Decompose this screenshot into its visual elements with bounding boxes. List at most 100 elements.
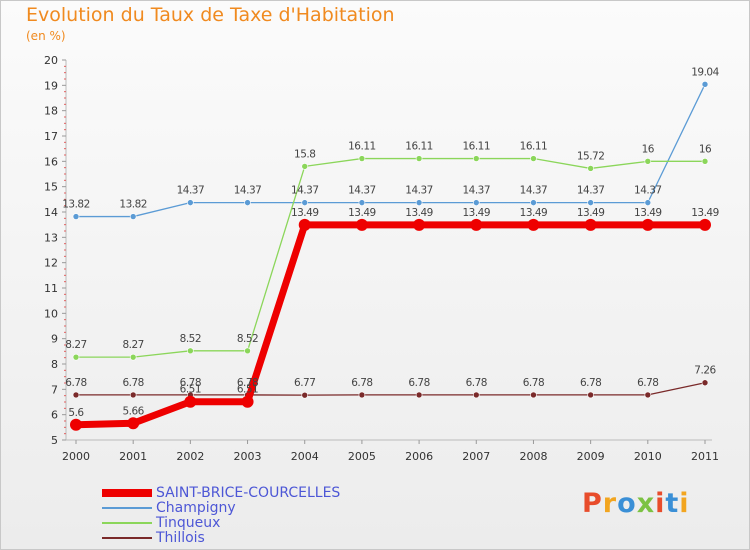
data-label: 14.37 [634,185,662,197]
x-tick-label: 2003 [234,450,262,463]
data-point [472,199,480,206]
x-tick-label: 2001 [119,450,147,463]
data-point [301,163,309,170]
y-tick-label: 17 [44,130,58,143]
data-label: 15.72 [577,150,605,162]
legend-label: Thillois [156,529,205,546]
data-label: 8.52 [180,333,201,345]
data-point [587,391,594,399]
logo-letter: P [582,488,603,519]
y-tick-label: 15 [44,181,58,194]
data-label: 16 [642,143,655,155]
data-label: 16 [699,143,712,155]
x-tick-label: 2009 [577,450,605,463]
data-label: 14.37 [348,185,376,197]
data-label: 6.78 [180,377,201,389]
y-tick-label: 7 [51,383,58,396]
data-point [298,218,311,231]
data-label: 6.78 [637,377,658,389]
data-label: 13.49 [634,207,662,219]
data-label: 13.82 [119,199,147,211]
data-point [127,417,140,430]
y-tick-label: 16 [44,155,58,168]
data-point [699,218,711,231]
data-point [129,213,137,220]
x-tick-label: 2010 [634,450,662,463]
data-point [587,165,594,172]
data-point [355,218,368,231]
data-point [472,391,480,399]
data-label: 14.37 [405,185,433,197]
series-line-champigny [76,84,706,218]
y-tick-label: 5 [51,434,58,447]
data-label: 6.78 [351,377,372,389]
y-tick-label: 13 [44,231,58,244]
data-label: 16.11 [405,141,433,153]
data-label: 6.78 [580,377,601,389]
logo-letter: t [665,488,680,519]
data-label: 14.37 [291,185,319,197]
y-tick-label: 20 [44,54,58,67]
y-tick-label: 12 [44,257,58,270]
data-point [701,158,709,165]
data-label: 6.78 [466,377,487,389]
data-label: 13.49 [691,207,719,219]
y-tick-label: 6 [51,409,58,422]
data-label: 14.37 [520,185,548,197]
data-label: 6.78 [122,377,143,389]
x-tick-label: 2006 [405,450,433,463]
chart-subtitle: (en %) [26,29,66,43]
data-point [358,155,366,162]
legend-label: Champigny [156,499,236,516]
legend-swatch [102,506,152,509]
y-tick-label: 9 [51,333,58,346]
data-point [641,218,654,231]
data-label: 14.37 [577,185,605,197]
data-label: 13.49 [348,207,376,219]
data-point [241,395,254,408]
data-label: 13.49 [462,207,490,219]
data-label: 16.11 [520,141,548,153]
data-label: 8.52 [237,333,258,345]
y-tick-label: 10 [44,307,58,320]
data-label: 6.78 [237,377,258,389]
data-point [301,199,309,206]
data-label: 15.8 [294,148,315,160]
data-point [530,391,537,399]
data-point [415,199,423,206]
data-label: 16.11 [348,141,376,153]
data-label: 8.27 [122,339,143,351]
data-label: 6.77 [294,377,315,389]
proxiti-logo: Proxiti [582,488,690,519]
y-tick-label: 8 [51,358,58,371]
y-tick-label: 18 [44,105,58,118]
y-tick-label: 11 [44,282,58,295]
data-label: 14.37 [234,185,262,197]
data-point [530,155,537,162]
data-point [187,199,194,206]
data-point [701,379,709,387]
series-line-tinqueux [76,157,705,358]
data-label: 13.82 [62,199,90,211]
logo-letter: r [602,488,618,519]
data-point [184,395,197,408]
data-point [72,353,80,361]
data-point [587,199,594,206]
data-point [72,213,80,220]
data-point [584,218,597,231]
logo-letter: i [655,488,666,519]
data-label: 7.26 [694,365,716,377]
data-point [301,391,309,399]
data-point [358,391,366,399]
series-line-saint-brice-courcelles [75,221,705,429]
data-point [415,391,423,399]
data-label: 19.04 [691,66,719,78]
data-point [129,353,137,361]
data-point [244,199,251,206]
y-tick-label: 14 [44,206,58,219]
data-label: 14.37 [462,185,490,197]
legend-item: Champigny [102,499,340,516]
data-point [644,391,652,399]
data-label: 6.78 [408,377,429,389]
